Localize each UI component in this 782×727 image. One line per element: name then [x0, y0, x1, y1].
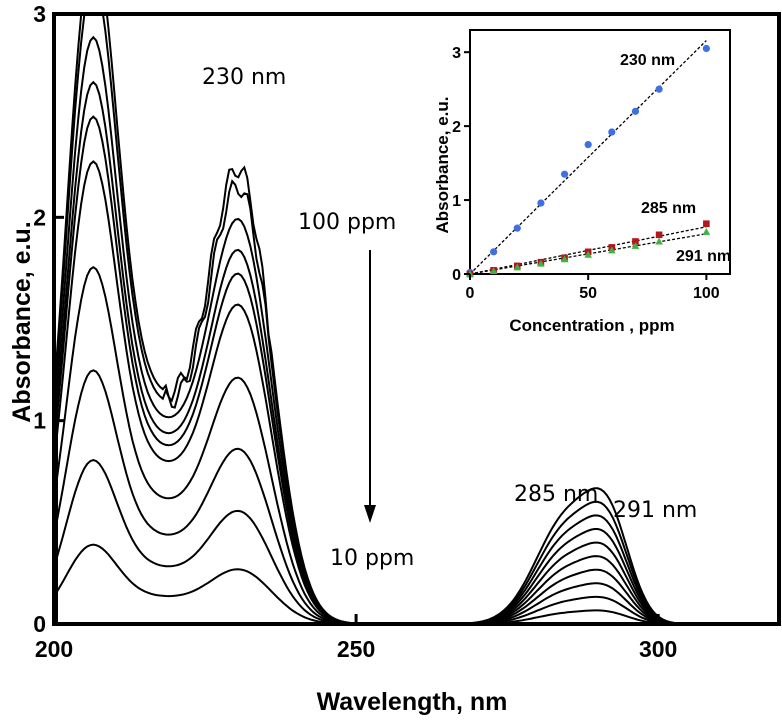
inset-point-s0-40 [560, 170, 569, 178]
annotation-10ppm: 10 ppm [330, 546, 414, 571]
x-axis-title: Wavelength, nm [317, 688, 508, 716]
inset-point-s0-10 [490, 248, 498, 256]
inset-point-s2-60 [608, 246, 616, 254]
y-tick-label-1: 1 [33, 408, 46, 434]
inset-x-axis-title: Concentration , ppm [509, 316, 674, 335]
inset-point-s0-80 [655, 85, 663, 93]
inset-label-285nm: 285 nm [641, 200, 696, 217]
spectra-curves [56, 14, 767, 624]
concentration-arrow [364, 250, 376, 523]
inset-fit-line-0 [469, 40, 707, 275]
main-plot-frame [52, 12, 781, 626]
inset-frame [469, 29, 731, 275]
inset-point-s1-80 [655, 231, 663, 239]
annotation-100ppm: 100 ppm [298, 210, 396, 235]
x-tick-label-250: 250 [337, 636, 375, 662]
y-tick-label-2: 2 [33, 204, 46, 230]
y-tick-label-0: 0 [33, 611, 46, 637]
inset-point-s0-50 [584, 141, 592, 149]
inset-point-s0-20 [513, 224, 521, 232]
y-tick-label-3: 3 [33, 1, 46, 27]
spectrum-line-50ppm [56, 160, 767, 624]
spectrum-line-30ppm [56, 369, 767, 624]
inset-y-tick-label-2: 2 [452, 119, 461, 136]
inset-point-s1-100 [703, 220, 710, 228]
inset-point-s1-70 [632, 238, 639, 245]
spectrum-line-40ppm [56, 265, 767, 624]
inset-point-s0-70 [631, 107, 640, 115]
inset-background [452, 17, 748, 342]
inset-y-tick-label-1: 1 [452, 193, 461, 210]
inset-point-s0-60 [608, 128, 616, 136]
inset-label-230nm: 230 nm [620, 52, 675, 69]
y-axis-title: Absorbance, e.u. [8, 221, 36, 422]
inset-point-s2-50 [584, 250, 592, 258]
inset-y-tick-label-0: 0 [452, 267, 461, 284]
inset-x-tick-label-50: 50 [579, 285, 597, 302]
inset-y-axis-title: Absorbance, e.u. [433, 97, 452, 234]
spectrum-line-100ppm [56, 14, 767, 624]
inset-label-291nm: 291 nm [676, 248, 731, 265]
inset-point-s2-20 [513, 263, 522, 271]
annotation-285nm: 285 nm [514, 482, 598, 507]
inset-point-s2-80 [655, 237, 663, 245]
spectrum-line-20ppm [56, 459, 767, 624]
calibration-inset: 0 50 100 0 1 2 3 [452, 17, 748, 342]
inset-y-tick-label-3: 3 [452, 45, 461, 62]
inset-point-s2-40 [560, 255, 569, 263]
spectrum-line-70ppm [56, 80, 767, 624]
inset-x-tick-label-0: 0 [466, 285, 475, 302]
inset-point-s2-10 [489, 267, 498, 275]
spectrum-line-80ppm [56, 35, 767, 624]
inset-point-s0-30 [537, 199, 545, 207]
x-tick-label-200: 200 [35, 636, 73, 662]
annotation-230nm: 230 nm [202, 65, 286, 90]
inset-point-s2-70 [631, 242, 640, 249]
spectrum-line-60ppm [56, 115, 767, 624]
inset-point-s2-100 [702, 228, 711, 235]
annotation-291nm: 291 nm [613, 498, 697, 523]
inset-point-s0-100 [702, 44, 710, 53]
inset-x-tick-label-100: 100 [693, 285, 720, 302]
inset-point-s2-30 [537, 259, 545, 267]
x-tick-label-300: 300 [639, 636, 677, 662]
